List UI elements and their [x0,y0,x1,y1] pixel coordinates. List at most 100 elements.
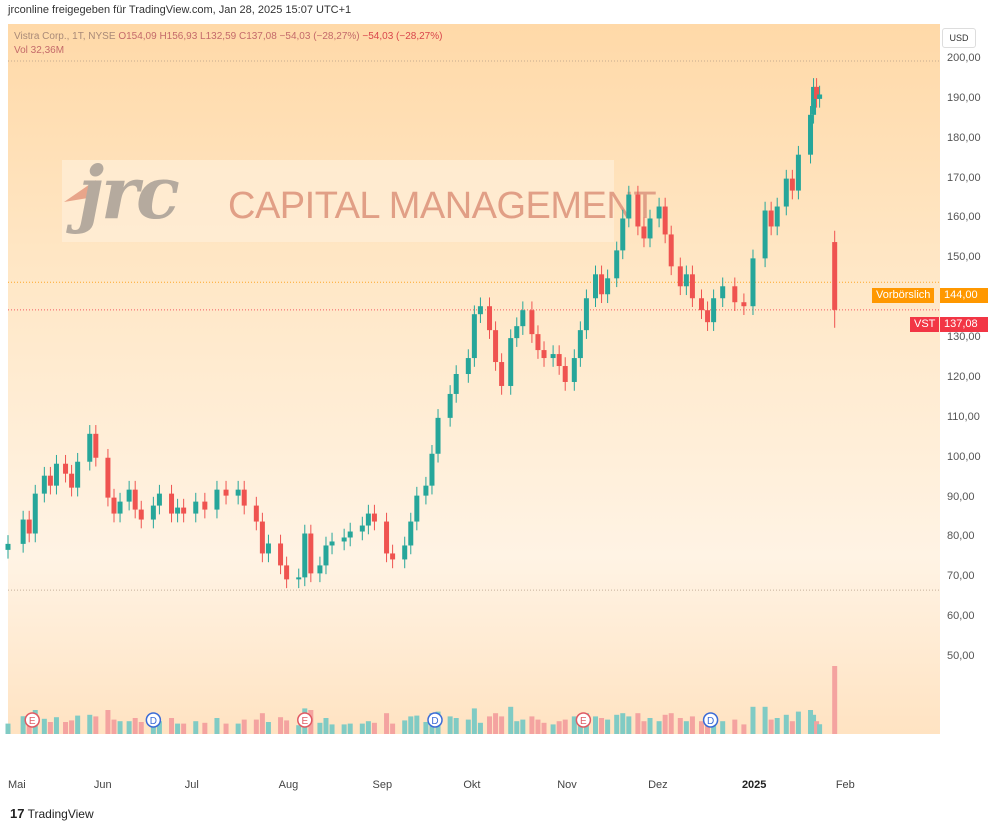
candle-body [599,274,605,295]
volume-bar [668,713,674,734]
price-axis[interactable] [940,24,1000,734]
volume-bar [817,724,823,734]
volume-bar [265,722,271,734]
volume-bar [550,724,556,734]
volume-bar [402,720,408,734]
volume-bar [214,718,220,734]
legend-change: −54,03 (−28,27%) [362,31,443,42]
candle-body [235,489,241,496]
volume-bar [808,710,814,734]
volume-bar [347,723,353,734]
candle-body [698,298,704,311]
candle-body [795,154,801,191]
currency-button[interactable]: USD [942,28,976,48]
volume-bar [169,718,175,734]
candle-body [323,545,329,566]
date-tick-label: Aug [278,779,299,791]
volume-bar [556,721,562,734]
candle-body [562,366,568,382]
volume-bar [465,719,471,734]
candle-body [620,218,626,251]
candle-body [750,258,756,307]
volume-bar [223,723,229,734]
volume-bar [732,719,738,734]
candle-body [783,178,789,207]
candle-body [817,94,823,99]
volume-bar [423,722,429,734]
volume-bar [535,719,541,734]
candle-body [223,489,229,496]
premarket-price-badge: 144,00 [940,288,988,303]
date-tick-label: Jul [184,779,199,791]
candle-body [75,461,81,488]
candle-body [471,314,477,359]
volume-bar [105,710,111,734]
volume-bar [359,723,365,734]
volume-bar [789,721,795,734]
candle-body [577,330,583,359]
volume-bar [202,722,208,734]
volume-bar [75,715,81,734]
volume-bar [384,713,390,734]
volume-bar [720,721,726,734]
candle-body [556,354,562,367]
volume-bar [529,716,535,734]
candle-body [732,286,738,303]
volume-bar [571,716,577,734]
volume-bar [296,725,302,734]
price-tick-label: 150,00 [947,251,981,264]
candle-body [429,453,435,486]
volume-bar [47,722,53,734]
volume-bar [647,718,653,734]
dividend-marker [145,712,162,728]
candle-body [493,330,499,363]
date-tick-label: Feb [835,779,855,791]
candle-body [814,86,820,99]
candle-body [656,206,662,219]
candle-body [32,493,38,534]
candle-body [93,433,99,458]
candle-body [550,354,556,359]
event-marker-label: D [707,716,714,727]
candle-body [138,509,144,520]
chart-area[interactable] [8,24,940,734]
event-marker-label: E [301,716,308,727]
date-tick-label: Okt [463,779,481,791]
candle-body [259,521,265,554]
date-tick-label: Mai [8,779,26,791]
candle-body [508,338,514,386]
logo-watermark-box [62,160,614,242]
volume-bar [541,722,547,734]
date-axis[interactable] [8,734,1000,794]
tradingview-footer[interactable]: 17 TradingView [10,806,94,821]
candle-body [87,433,93,462]
candle-body [514,326,520,339]
volume-bar [447,716,453,734]
volume-bar [408,716,414,734]
date-tick-label: Dez [648,779,668,791]
volume-bar [641,721,647,734]
candle-body [241,489,247,506]
volume-bar [317,722,323,734]
volume-bar [795,711,801,734]
volume-bar [493,713,499,734]
candle-body [347,531,353,538]
logo-swoosh-icon [64,180,96,202]
date-tick-label: Jun [93,779,112,791]
candle-body [117,501,123,514]
candle-body [111,497,117,514]
tradingview-label: TradingView [27,807,94,821]
candle-body [529,310,535,335]
candle-body [359,525,365,532]
price-tick-label: 160,00 [947,211,981,224]
tradingview-logo-icon: 17 [10,806,25,821]
candle-body [541,350,547,359]
candle-body [487,306,493,331]
legend-ohlc: O154,09 H156,93 L132,59 C137,08 −54,03 (… [118,31,360,42]
candle-body [762,210,768,259]
candle-body [20,519,26,544]
candle-body [5,543,11,550]
candle-body [329,541,335,546]
volume-bar [635,713,641,734]
volume-bar [487,716,493,734]
